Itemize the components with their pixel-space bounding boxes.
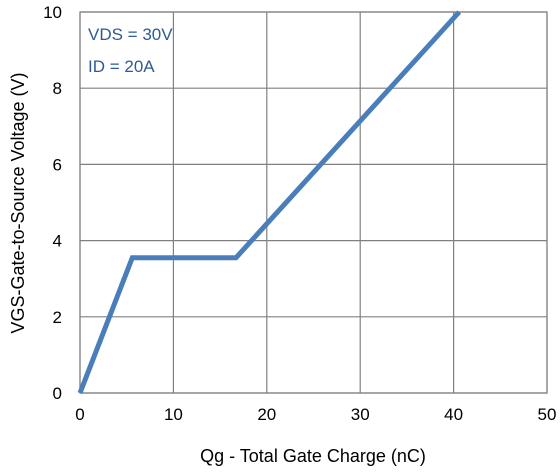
annotation-id: ID = 20A bbox=[88, 57, 155, 76]
y-tick-label: 0 bbox=[53, 384, 62, 403]
x-tick-label: 40 bbox=[444, 405, 463, 424]
y-tick-label: 10 bbox=[43, 3, 62, 22]
y-axis-title: VGS-Gate-to-Source Voltage (V) bbox=[8, 72, 28, 333]
x-tick-label: 50 bbox=[538, 405, 557, 424]
series-line bbox=[77, 10, 462, 394]
x-axis-title: Qg - Total Gate Charge (nC) bbox=[200, 446, 426, 466]
plot-frame bbox=[79, 11, 548, 394]
x-tick-label: 30 bbox=[351, 405, 370, 424]
annotation-vds: VDS = 30V bbox=[88, 25, 173, 44]
x-tick-label: 20 bbox=[257, 405, 276, 424]
y-tick-labels: 0 2 4 6 8 10 bbox=[43, 3, 62, 403]
x-tick-label: 0 bbox=[75, 405, 84, 424]
y-tick-label: 4 bbox=[53, 232, 62, 251]
x-tick-label: 10 bbox=[164, 405, 183, 424]
x-tick-labels: 0 10 20 30 40 50 bbox=[75, 405, 556, 424]
y-tick-label: 2 bbox=[53, 308, 62, 327]
y-tick-label: 6 bbox=[53, 155, 62, 174]
y-tick-label: 8 bbox=[53, 79, 62, 98]
